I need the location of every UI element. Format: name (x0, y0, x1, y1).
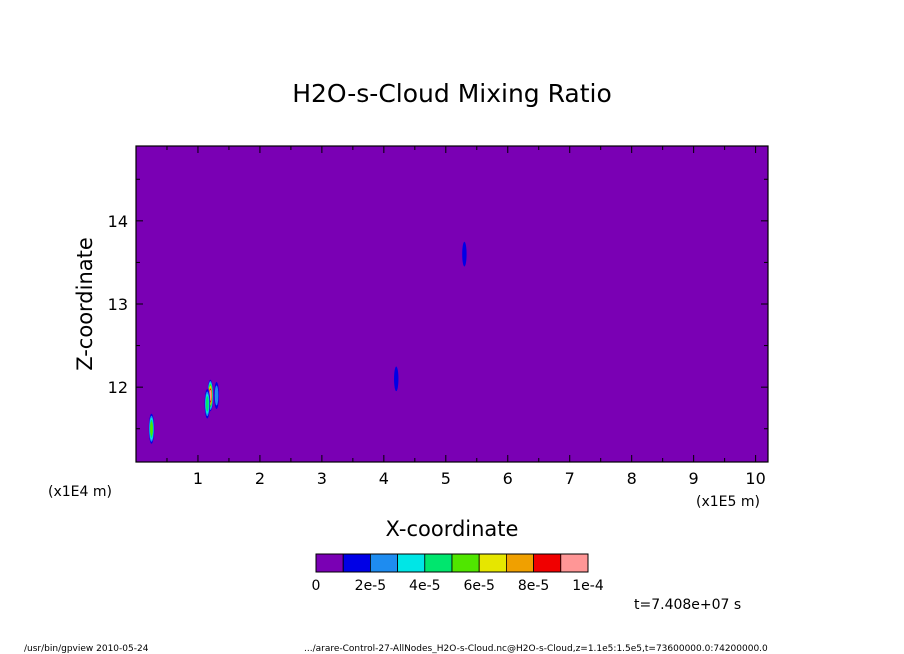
x-tick-label: 1 (193, 469, 203, 488)
cloud-feature-contour (214, 385, 219, 406)
cloud-feature-contour (205, 396, 209, 412)
y-axis-label: Z-coordinate (73, 237, 97, 371)
x-tick-label: 3 (317, 469, 327, 488)
footer-right: .../arare-Control-27-AllNodes_H2O-s-Clou… (304, 644, 768, 654)
x-tick-label: 4 (379, 469, 389, 488)
colorbar-label: 1e-4 (572, 578, 604, 594)
field-background (136, 146, 768, 462)
x-tick-label: 5 (441, 469, 451, 488)
x-axis-label: X-coordinate (386, 517, 519, 541)
cloud-feature-contour (394, 366, 399, 392)
colorbar-label: 0 (312, 578, 321, 594)
x-tick-label: 6 (503, 469, 513, 488)
footer-left: /usr/bin/gpview 2010-05-24 (24, 644, 149, 654)
x-tick-label: 8 (627, 469, 637, 488)
colorbar-swatch (315, 553, 344, 573)
colorbar-label: 8e-5 (518, 578, 549, 594)
colorbar-frame (315, 553, 589, 573)
colorbar-swatch (478, 553, 507, 573)
cloud-feature-contour (136, 407, 143, 442)
time-annotation: t=7.408e+07 s (634, 597, 741, 613)
colorbar (315, 553, 589, 573)
colorbar-label: 2e-5 (355, 578, 386, 594)
cloud-feature-contour (603, 395, 610, 430)
y-scale-label: (x1E4 m) (48, 484, 112, 500)
colorbar-swatch (451, 553, 480, 573)
x-tick-label: 7 (565, 469, 575, 488)
y-tick-label: 14 (108, 212, 128, 231)
y-tick-label: 13 (108, 295, 128, 314)
x-tick-label: 2 (255, 469, 265, 488)
colorbar-swatch (560, 553, 589, 573)
cloud-feature-contour (150, 421, 153, 436)
colorbar-swatch (424, 553, 453, 573)
colorbar-swatch (342, 553, 371, 573)
y-tick-label: 12 (108, 378, 128, 397)
colorbar-label: 6e-5 (463, 578, 494, 594)
x-tick-label: 10 (745, 469, 765, 488)
colorbar-label: 4e-5 (409, 578, 440, 594)
x-scale-label: (x1E5 m) (696, 494, 760, 510)
colorbar-swatch (369, 553, 398, 573)
x-tick-label: 9 (689, 469, 699, 488)
chart-title: H2O-s-Cloud Mixing Ratio (292, 79, 612, 108)
y-ticks: 12 13 14 (108, 178, 768, 430)
cloud-feature-contour (145, 353, 152, 388)
cloud-feature-contour (462, 241, 467, 267)
colorbar-swatch (397, 553, 426, 573)
cloud-features (136, 237, 610, 446)
x-ticks: 1 2 3 4 5 6 7 8 9 10 (166, 146, 766, 488)
cloud-feature-contour (179, 374, 186, 409)
colorbar-swatch (505, 553, 534, 573)
colorbar-labels: 0 2e-5 4e-5 6e-5 8e-5 1e-4 (312, 578, 604, 594)
colorbar-swatch (533, 553, 562, 573)
